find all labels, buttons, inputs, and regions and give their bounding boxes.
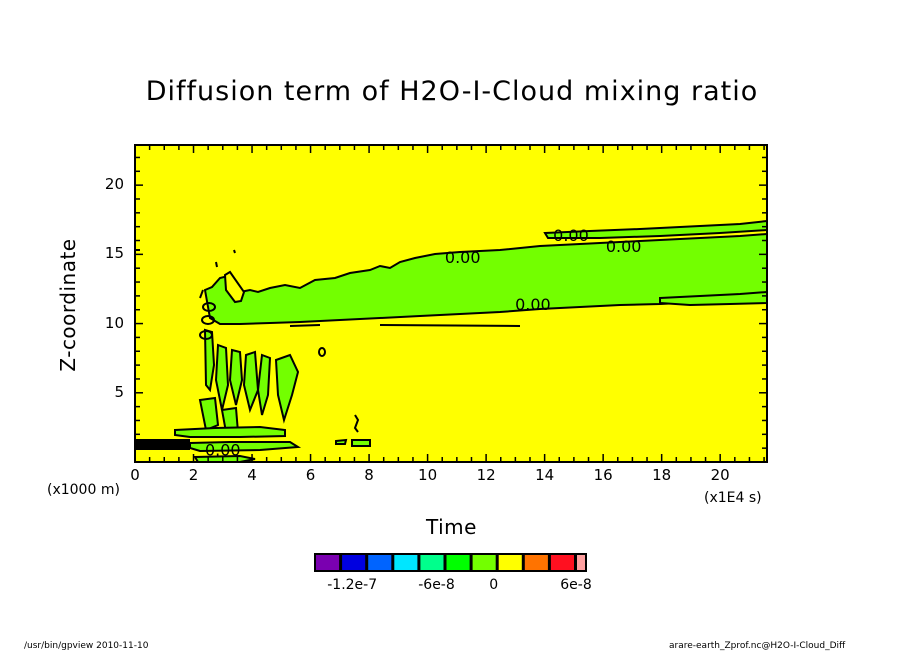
x-tick-label: 12: [476, 466, 496, 484]
x-axis-label: Time: [426, 515, 477, 539]
colorbar-swatch: [524, 555, 548, 570]
x-tick-label: 6: [305, 466, 316, 484]
colorbar-tick-label: -6e-8: [418, 577, 455, 593]
contour-region-convective: [174, 328, 371, 462]
colorbar-swatch: [550, 555, 574, 570]
colorbar-tick-label: 0: [489, 577, 499, 593]
chart-title: Diffusion term of H2O-I-Cloud mixing rat…: [145, 76, 759, 107]
contour-labels: 0.00 0.00 0.00 0.00 0.00: [205, 226, 642, 460]
contour-dense-band: [135, 439, 190, 450]
colorbar-swatch: [342, 555, 366, 570]
contour-region-upper-band: [203, 232, 767, 325]
contour-region-top-strip: [543, 219, 767, 239]
contour-label: 0.00: [515, 295, 551, 314]
x-tick-label: 10: [418, 466, 438, 484]
x-tick-label: 18: [652, 466, 672, 484]
contour-regions: [135, 219, 767, 462]
colorbar-swatch: [498, 555, 522, 570]
x-tick-label: 20: [710, 466, 730, 484]
colorbar-swatch: [446, 555, 470, 570]
contour-label: 0.00: [205, 441, 241, 460]
y-tick-label: 20: [104, 175, 124, 194]
footer-command: /usr/bin/gpview 2010-11-10: [24, 641, 149, 651]
colorbar-swatch: [577, 555, 585, 570]
plot-frame: [134, 144, 768, 463]
x-tick-label: 16: [593, 466, 613, 484]
x-tick-label: 14: [535, 466, 555, 484]
colorbar-tick-label: 6e-8: [560, 577, 592, 593]
y-tick-label: 5: [114, 382, 124, 401]
y-axis-unit: (x1000 m): [47, 482, 120, 498]
x-tick-label: 2: [188, 466, 199, 484]
contour-label: 0.00: [606, 237, 642, 256]
x-tick-label: 8: [364, 466, 374, 484]
colorbar: [314, 553, 587, 572]
footer-source: arare-earth_Zprof.nc@H2O-I-Cloud_Diff: [669, 641, 846, 651]
colorbar-swatch: [316, 555, 340, 570]
y-tick-label: 10: [104, 313, 124, 332]
colorbar-tick-label: -1.2e-7: [327, 577, 378, 593]
colorbar-swatch: [420, 555, 444, 570]
colorbar-swatch: [394, 555, 418, 570]
contour-region-lower-strip: [659, 290, 767, 307]
contour-label: 0.00: [445, 248, 481, 267]
y-tick-label: 15: [104, 244, 124, 263]
colorbar-swatch: [472, 555, 496, 570]
contour-region-finger: [223, 270, 246, 304]
x-axis-unit: (x1E4 s): [704, 490, 762, 506]
y-axis-ticks: [135, 156, 767, 449]
x-tick-label: 4: [247, 466, 257, 484]
colorbar-swatch: [368, 555, 392, 570]
x-axis-ticks: [134, 145, 765, 462]
x-tick-label: 0: [130, 466, 140, 484]
contour-label: 0.00: [553, 226, 589, 245]
